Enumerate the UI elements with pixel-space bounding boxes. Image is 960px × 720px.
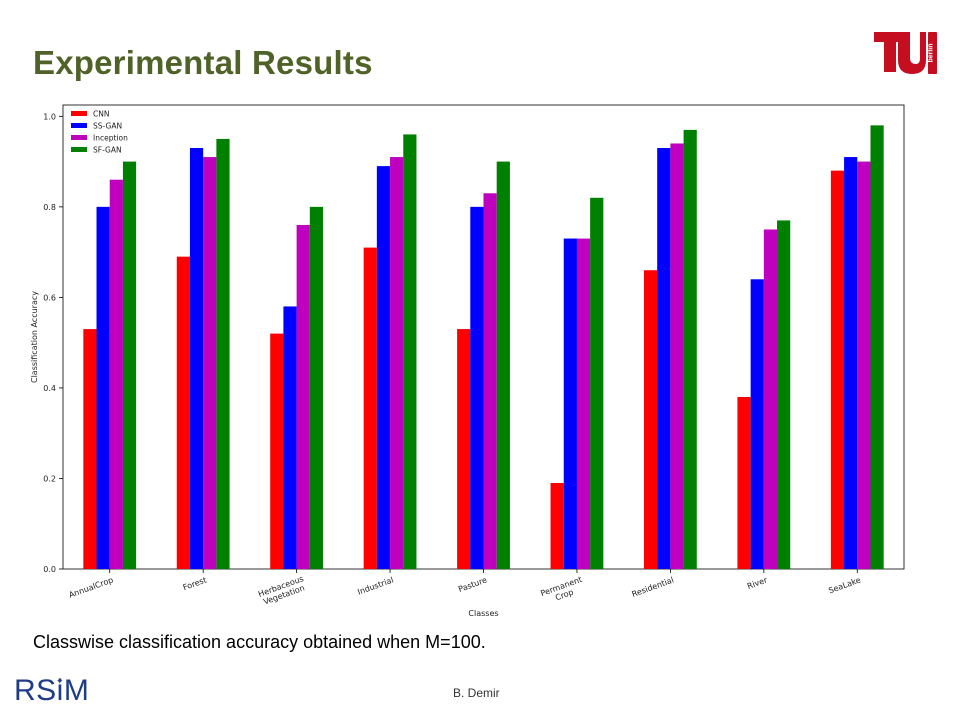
x-tick-label: PermanentCrop: [539, 575, 586, 607]
legend-swatch: [71, 123, 87, 128]
legend-label: SF-GAN: [93, 146, 122, 155]
bar-cnn: [643, 270, 658, 569]
bar-sf-gan: [216, 138, 230, 569]
legend-label: CNN: [93, 110, 109, 119]
bar-sf-gan: [590, 197, 604, 570]
bar-cnn: [270, 333, 284, 569]
tu-berlin-logo: berlin: [874, 32, 937, 74]
y-axis-label: Classification Accuracy: [30, 291, 39, 383]
bar-sf-gan: [496, 161, 510, 569]
rsim-logo: RSiM ✦: [14, 674, 89, 708]
bar-sf-gan: [122, 161, 137, 569]
legend-label: Inception: [93, 134, 128, 143]
y-tick-label: 0.8: [43, 203, 56, 212]
tu-berlin-logo-mark: [874, 32, 937, 74]
y-tick-label: 0.4: [43, 384, 56, 393]
bar-cnn: [176, 256, 190, 569]
bar-ss-gan: [750, 279, 764, 569]
bar-inception: [763, 229, 778, 570]
bar-cnn: [737, 396, 751, 569]
x-axis-label: Classes: [468, 609, 498, 618]
y-tick-label: 1.0: [43, 112, 56, 121]
bar-chart: 0.0 0.2 0.4 0.6 0.8 1.0 AnnualCrop Forest Herbac…: [30, 104, 905, 618]
slide-title: Experimental Results: [33, 44, 373, 81]
bar-inception: [483, 193, 497, 569]
legend-swatch: [71, 111, 87, 116]
legend-swatch: [71, 135, 87, 140]
legend-swatch: [71, 147, 87, 152]
bar-ss-gan: [376, 166, 391, 570]
y-tick-label: 0.2: [43, 474, 56, 483]
bar-inception: [390, 157, 404, 569]
author-footer: B. Demir: [453, 686, 500, 700]
bar-cnn: [83, 329, 97, 569]
bar-inception: [857, 161, 871, 569]
rsim-logo-mark-icon: ✦: [56, 676, 65, 686]
rsim-logo-text: RSiM: [14, 674, 90, 707]
legend-label: SS-GAN: [93, 122, 122, 131]
y-tick-label: 0.0: [43, 565, 56, 574]
bar-ss-gan: [844, 157, 858, 569]
bar-cnn: [830, 170, 845, 569]
bar-inception: [296, 224, 310, 569]
bar-sf-gan: [683, 129, 697, 569]
x-tick-label: HerbaceousVegetation: [257, 574, 308, 607]
bar-inception: [109, 179, 123, 569]
bar-sf-gan: [777, 220, 791, 569]
bar-ss-gan: [96, 206, 110, 569]
bar-sf-gan: [309, 206, 324, 569]
x-tick-label: Industrial: [356, 575, 394, 596]
x-tick-label: Forest: [182, 575, 208, 592]
chart-container: 0.0 0.2 0.4 0.6 0.8 1.0 AnnualCrop Forest Herbac…: [0, 95, 960, 625]
bar-sf-gan: [870, 125, 884, 569]
bar-cnn: [457, 329, 471, 569]
y-tick-label: 0.6: [43, 293, 56, 302]
bar-inception: [203, 157, 217, 569]
x-tick-label: SeaLake: [827, 575, 862, 595]
bar-cnn: [550, 482, 564, 569]
bar-inception: [576, 238, 591, 570]
x-tick-label: Pasture: [457, 575, 488, 594]
bar-ss-gan: [283, 306, 297, 569]
figure-caption: Classwise classification accuracy obtain…: [33, 632, 486, 652]
bar-ss-gan: [189, 148, 204, 569]
x-tick-label: River: [746, 575, 769, 591]
bar-cnn: [363, 247, 377, 569]
bar-inception: [670, 143, 684, 569]
x-tick-label: AnnualCrop: [68, 575, 115, 599]
x-tick-label: Residential: [631, 575, 675, 599]
bar-sf-gan: [403, 134, 417, 570]
tu-berlin-logo-text: berlin: [928, 43, 935, 62]
bar-ss-gan: [657, 148, 671, 569]
bar-ss-gan: [470, 206, 484, 569]
bar-ss-gan: [563, 238, 577, 570]
